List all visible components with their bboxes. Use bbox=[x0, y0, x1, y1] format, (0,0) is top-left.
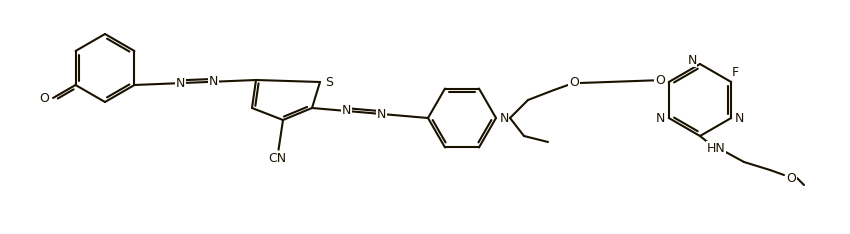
Text: N: N bbox=[734, 111, 744, 124]
Text: CN: CN bbox=[269, 152, 286, 165]
Text: N: N bbox=[176, 77, 185, 90]
Text: N: N bbox=[688, 54, 697, 66]
Text: N: N bbox=[499, 111, 508, 124]
Text: N: N bbox=[656, 111, 666, 124]
Text: N: N bbox=[377, 107, 386, 121]
Text: O: O bbox=[786, 172, 796, 184]
Text: S: S bbox=[325, 76, 333, 88]
Text: N: N bbox=[209, 75, 218, 88]
Text: N: N bbox=[342, 105, 352, 117]
Text: O: O bbox=[654, 73, 665, 87]
Text: O: O bbox=[569, 77, 579, 89]
Text: O: O bbox=[39, 91, 49, 105]
Text: HN: HN bbox=[706, 142, 725, 154]
Text: F: F bbox=[732, 66, 739, 78]
